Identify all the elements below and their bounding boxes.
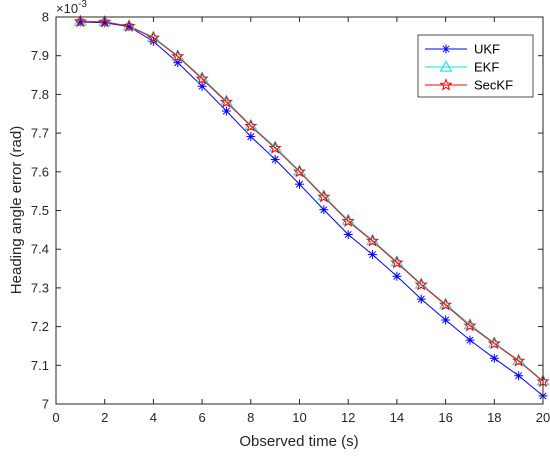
y-exponent-base: ×10	[56, 1, 78, 16]
data-point-seckf	[195, 71, 209, 85]
y-axis-label: Heading angle error (rad)	[8, 126, 25, 294]
legend-box	[417, 34, 534, 98]
data-point-seckf	[268, 141, 282, 154]
data-point-seckf	[463, 318, 477, 332]
data-point-seckf	[292, 164, 307, 178]
legend-item-ekf: EKF	[425, 60, 499, 75]
x-tick-label: 18	[487, 410, 501, 425]
y-tick-labels: 7 7.1 7.2 7.3 7.4 7.5 7.6 7.7 7.8 7.9 8	[31, 10, 49, 412]
y-tick-label: 7.3	[31, 280, 49, 295]
data-point-ukf	[368, 250, 378, 260]
data-point-ekf	[122, 19, 136, 31]
data-point-ukf	[416, 294, 426, 304]
legend-marker-ukf	[441, 44, 451, 54]
data-point-seckf	[171, 49, 185, 63]
data-point-ukf	[465, 335, 475, 345]
x-tick-label: 4	[150, 410, 157, 425]
legend-marker-seckf	[439, 78, 453, 91]
data-point-seckf	[365, 234, 380, 247]
y-tick-label: 7.4	[31, 242, 49, 257]
x-tick-label: 12	[341, 410, 355, 425]
legend-label-ukf: UKF	[474, 42, 500, 57]
legend: UKF EKF SecKF	[417, 34, 534, 98]
x-tick-label: 2	[101, 410, 108, 425]
data-point-seckf	[414, 277, 428, 291]
data-point-ukf	[270, 154, 280, 164]
data-point-ukf	[489, 353, 499, 363]
data-point-ukf	[319, 205, 329, 215]
x-tick-label: 10	[292, 410, 306, 425]
x-tick-label: 6	[198, 410, 205, 425]
legend-marker-ekf	[439, 60, 453, 72]
data-point-ukf	[514, 371, 524, 381]
data-point-seckf	[439, 297, 453, 311]
data-point-ukf	[392, 271, 402, 281]
data-point-seckf	[487, 336, 501, 350]
data-point-ukf	[221, 106, 231, 116]
series-line-ekf	[80, 20, 544, 382]
y-exponent-power: -3	[78, 0, 87, 10]
data-point-ukf	[197, 81, 207, 91]
y-tick-label: 7.5	[31, 203, 49, 218]
series-line-ukf	[80, 21, 544, 397]
data-point-seckf	[341, 214, 355, 227]
data-point-ukf	[295, 179, 304, 189]
x-tick-label: 20	[536, 410, 550, 425]
series-markers	[73, 14, 550, 401]
data-point-seckf	[244, 119, 258, 132]
y-tick-label: 7.9	[31, 48, 49, 63]
y-tick-label: 7.8	[31, 87, 49, 102]
y-tick-label: 7	[42, 397, 49, 412]
data-point-ekf	[98, 15, 112, 27]
legend-label-ekf: EKF	[474, 60, 499, 75]
data-point-seckf	[73, 14, 87, 28]
y-tick-label: 7.7	[31, 126, 49, 141]
y-tick-label: 7.6	[31, 164, 49, 179]
x-tick-label: 8	[247, 410, 254, 425]
data-point-ukf	[343, 229, 353, 239]
x-axis-label: Observed time (s)	[239, 433, 358, 450]
legend-item-ukf: UKF	[425, 42, 500, 57]
data-point-seckf	[146, 30, 160, 44]
y-tick-label: 7.2	[31, 319, 49, 334]
data-point-ekf	[73, 14, 87, 26]
data-point-seckf	[390, 255, 404, 269]
x-tick-label: 16	[438, 410, 452, 425]
legend-label-seckf: SecKF	[474, 78, 513, 93]
data-point-seckf	[122, 19, 136, 32]
legend-items: UKF EKF SecKF	[425, 42, 513, 93]
data-point-ukf	[441, 315, 451, 325]
y-tick-label: 7.1	[31, 358, 49, 373]
x-tick-labels: 0 2 4 6 8 10 12 14 16 18 20	[52, 410, 550, 425]
data-point-seckf	[98, 15, 112, 28]
data-point-seckf	[219, 95, 234, 108]
data-point-ukf	[246, 132, 256, 142]
data-point-seckf	[317, 190, 331, 203]
data-point-seckf	[512, 354, 526, 367]
plot-frame	[55, 16, 544, 405]
y-tick-label: 8	[42, 10, 49, 25]
legend-item-seckf: SecKF	[425, 78, 513, 93]
x-tick-label: 14	[390, 410, 404, 425]
x-tick-label: 0	[52, 410, 59, 425]
